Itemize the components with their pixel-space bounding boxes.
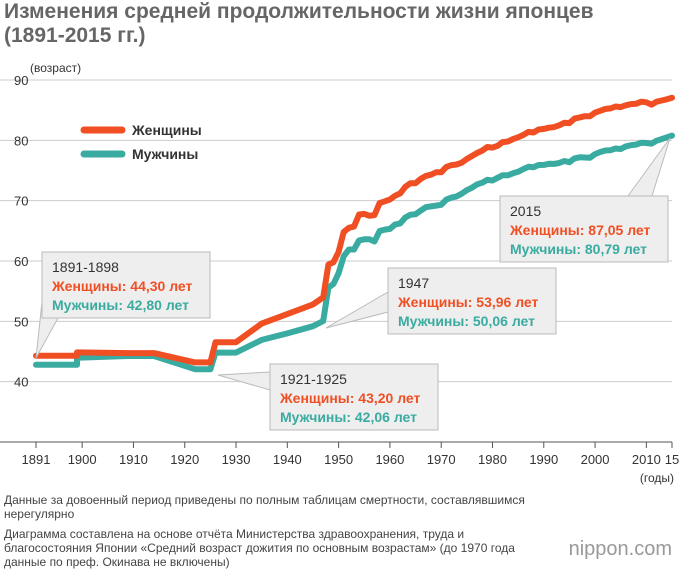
annotation-women-value: Женщины: 87,05 лет xyxy=(509,222,651,238)
annotation-period: 1921-1925 xyxy=(280,371,347,387)
x-tick-1960: 1960 xyxy=(375,452,404,467)
y-tick-90: 90 xyxy=(14,73,28,88)
footnote-1: Данные за довоенный период приведены по … xyxy=(4,493,525,521)
annotation-pointer xyxy=(325,291,389,329)
annotation-box xyxy=(269,363,439,431)
footnote-2: Диаграмма составлена на основе отчёта Ми… xyxy=(4,527,515,569)
x-tick-15: 15 xyxy=(665,452,679,467)
annotation-men-value: Мужчины: 42,80 лет xyxy=(52,297,189,313)
y-tick-50: 50 xyxy=(14,314,28,329)
footnotes: Данные за довоенный период приведены по … xyxy=(4,493,544,575)
series-line-men xyxy=(33,132,675,373)
life-expectancy-chart: 40 50 60 70 80 90 1891 1900 1910 1920 1930 1940 195… xyxy=(0,61,679,485)
annotations: 1891-1898 Женщины: 44,30 лет Мужчины: 42,8… xyxy=(35,137,671,431)
annotation-men-value: Мужчины: 42,06 лет xyxy=(280,409,417,425)
x-tick-1920: 1920 xyxy=(170,452,199,467)
annotation-2015: 2015 Женщины: 87,05 лет Мужчины: 80,79 лет xyxy=(499,137,671,263)
annotation-pointer xyxy=(217,371,271,391)
brand-logo-text: nippon.com xyxy=(568,538,672,560)
x-tick-1990: 1990 xyxy=(529,452,558,467)
legend-label-women: Женщины xyxy=(131,122,202,138)
annotation-men-value: Мужчины: 80,79 лет xyxy=(510,241,647,257)
y-tick-labels: 40 50 60 70 80 90 xyxy=(14,73,28,390)
x-axis-label: (годы) xyxy=(640,471,674,485)
annotation-box xyxy=(387,267,557,335)
annotation-women-value: Женщины: 44,30 лет xyxy=(51,278,193,294)
y-tick-70: 70 xyxy=(14,194,28,209)
y-axis-label: (возраст) xyxy=(30,61,81,75)
chart-title: Изменения средней продолжительности жизн… xyxy=(4,0,594,47)
legend: Женщины Мужчины xyxy=(80,122,202,162)
annotation-women-value: Женщины: 53,96 лет xyxy=(397,294,539,310)
annotation-men-value: Мужчины: 50,06 лет xyxy=(398,313,535,329)
annotation-box xyxy=(499,195,669,263)
annotation-period: 1947 xyxy=(398,275,429,291)
y-tick-80: 80 xyxy=(14,133,28,148)
annotation-box xyxy=(41,251,211,319)
x-tick-1950: 1950 xyxy=(324,452,353,467)
legend-label-men: Мужчины xyxy=(132,146,198,162)
series-lines xyxy=(33,94,675,373)
x-tick-2010: 2010 xyxy=(632,452,661,467)
annotation-1891-1898: 1891-1898 Женщины: 44,30 лет Мужчины: 42,8… xyxy=(35,251,211,359)
y-tick-60: 60 xyxy=(14,254,28,269)
y-tick-40: 40 xyxy=(14,375,28,390)
annotation-1921-1925: 1921-1925 Женщины: 43,20 лет Мужчины: 42,0… xyxy=(217,363,439,431)
x-tick-1910: 1910 xyxy=(119,452,148,467)
x-tick-1930: 1930 xyxy=(222,452,251,467)
annotation-period: 1891-1898 xyxy=(52,259,119,275)
series-line-women xyxy=(33,94,675,366)
x-tick-1891: 1891 xyxy=(22,452,51,467)
x-tick-1900: 1900 xyxy=(68,452,97,467)
x-tick-1940: 1940 xyxy=(273,452,302,467)
annotation-women-value: Женщины: 43,20 лет xyxy=(279,390,421,406)
annotation-period: 2015 xyxy=(510,203,541,219)
annotation-1947: 1947 Женщины: 53,96 лет Мужчины: 50,06 лет xyxy=(325,267,557,335)
x-tick-2000: 2000 xyxy=(581,452,610,467)
x-tick-1980: 1980 xyxy=(478,452,507,467)
x-tick-labels: 1891 1900 1910 1920 1930 1940 1950 1960 1970 1980… xyxy=(22,442,679,467)
x-tick-1970: 1970 xyxy=(427,452,456,467)
